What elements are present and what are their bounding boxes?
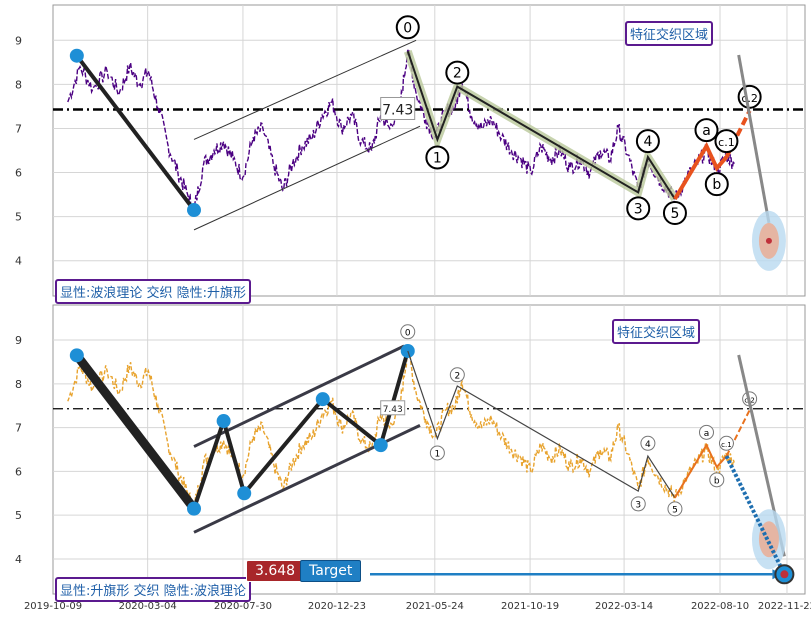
bottom-flag-point	[237, 486, 252, 501]
top-wave-label-circle	[445, 60, 470, 85]
bottom-y-tick-label: 7	[15, 422, 22, 435]
bottom-flag-point	[187, 501, 201, 516]
top-swing-point	[187, 203, 201, 218]
bottom-wave-label: a	[704, 429, 710, 439]
top-ref-label: 7.43	[382, 102, 413, 118]
top-target-point	[765, 237, 772, 244]
target-badge: Target	[300, 560, 362, 582]
top-ref-label-box	[380, 96, 416, 120]
top-wave-label: c.2	[741, 92, 758, 105]
top-channel-lower	[193, 125, 421, 231]
bottom-wave-label-circle	[667, 501, 683, 517]
x-tick-label: 2021-10-19	[501, 601, 559, 612]
top-wave-label-circle	[662, 201, 687, 225]
x-tick-label: 2022-08-10	[691, 601, 749, 612]
bottom-wave-label-circle	[429, 445, 445, 461]
x-tick-label: 2019-10-09	[24, 601, 82, 612]
top-zone-label: 特征交织区域	[625, 21, 714, 46]
top-y-tick-label: 7	[15, 122, 22, 135]
bottom-wave-label: c.1	[721, 441, 732, 449]
bottom-y-tick-label: 6	[15, 465, 22, 478]
x-axis: 2019-10-09 2020-03-04 2020-07-30 2020-12-23…	[24, 601, 811, 612]
bottom-wave-correction	[674, 442, 728, 499]
top-wave-label: 5	[670, 206, 679, 222]
top-swing-point	[69, 48, 84, 63]
top-y-tick-label: 8	[15, 78, 22, 91]
bottom-ref-label: 7.43	[383, 405, 403, 415]
top-wave-correction	[673, 141, 729, 201]
bottom-flag-point	[216, 414, 231, 429]
bottom-flag-zigzag	[192, 350, 410, 510]
top-wave-label-circle	[635, 129, 660, 154]
top-wave-label-circle	[626, 196, 651, 221]
x-tick-label: 2020-03-04	[119, 601, 177, 612]
bottom-flag-point	[373, 438, 388, 453]
target-value-badge: 3.648	[246, 560, 305, 582]
top-wave-label: 1	[433, 150, 442, 166]
bottom-plot-frame	[52, 304, 806, 595]
bottom-y-tick-label: 4	[15, 553, 22, 566]
top-wave-label: a	[702, 123, 711, 139]
bottom-wave-label: 2	[454, 371, 460, 381]
top-y-tick-label: 6	[15, 167, 22, 180]
top-wave-label: c.1	[718, 136, 735, 149]
top-price-line	[67, 49, 735, 213]
top-wave-label: b	[712, 177, 721, 193]
top-wave-label-circle	[425, 145, 450, 170]
bottom-wave-impulse	[407, 350, 676, 499]
bottom-target-point	[780, 570, 789, 579]
top-wave-label: 2	[453, 66, 462, 82]
x-tick-label: 2020-07-30	[214, 601, 272, 612]
top-wave-impulse	[406, 50, 676, 200]
bottom-wave-label-circle	[698, 424, 714, 440]
bottom-flag-point	[400, 343, 415, 358]
top-y-tick-label: 9	[15, 34, 22, 47]
top-wave-projection	[724, 109, 752, 158]
bottom-wave-label: 4	[645, 440, 651, 450]
top-wave-label: 4	[643, 134, 652, 150]
bottom-wave-label: 5	[672, 505, 678, 515]
bottom-wave-label: 0	[405, 328, 411, 338]
bottom-wave-label-circle	[718, 435, 734, 451]
bottom-target-zone-mid	[758, 521, 779, 558]
top-wave-label-circle	[395, 15, 420, 40]
bottom-y-tick-label: 8	[15, 378, 22, 391]
top-wave-label-circle	[694, 118, 719, 143]
bottom-wave-label-circle	[400, 324, 416, 340]
bottom-wave-label-circle	[709, 472, 725, 488]
bottom-wave-label-circle	[630, 496, 646, 512]
bottom-legend-label: 显性:升旗形 交织 隐性:波浪理论	[55, 577, 252, 602]
top-wave-label-circle	[714, 129, 739, 154]
bottom-wave-label-circle	[640, 435, 656, 451]
bottom-target-path	[724, 455, 787, 576]
bottom-wave-label: b	[714, 476, 720, 486]
top-legend-label: 显性:波浪理论 交织 隐性:升旗形	[55, 279, 252, 304]
top-y-tick-label: 5	[15, 211, 22, 224]
top-wave-label: 0	[403, 20, 412, 36]
bottom-flag-point	[315, 392, 330, 407]
x-tick-label: 2021-05-24	[406, 601, 464, 612]
x-tick-label: 2022-03-14	[595, 601, 653, 612]
bottom-flagpole	[73, 352, 198, 512]
top-wave-label: 3	[634, 201, 643, 217]
bottom-ref-label-box	[380, 400, 406, 416]
bottom-wave-label-circle	[449, 367, 465, 383]
top-swing-line	[75, 54, 196, 212]
top-target-arrow	[737, 54, 771, 224]
bottom-wave-label: 3	[635, 500, 641, 510]
bottom-zone-label: 特征交织区域	[612, 319, 701, 344]
top-channel-upper	[193, 39, 417, 140]
bottom-channel-upper	[193, 344, 405, 448]
bottom-y-tick-label: 5	[15, 509, 22, 522]
top-panel: 4 5 6 7 8 9 0 1 2 3 4 5 a b c.1 c.2 7.43	[15, 4, 806, 297]
bottom-flag-point	[69, 348, 84, 363]
top-y-tick-label: 4	[15, 255, 22, 268]
top-wave-label-circle	[704, 172, 729, 197]
bottom-y-tick-label: 9	[15, 334, 22, 347]
x-tick-label: 2020-12-23	[308, 601, 366, 612]
bottom-wave-label: 1	[435, 449, 441, 459]
x-tick-label: 2022-11-22	[758, 601, 811, 612]
